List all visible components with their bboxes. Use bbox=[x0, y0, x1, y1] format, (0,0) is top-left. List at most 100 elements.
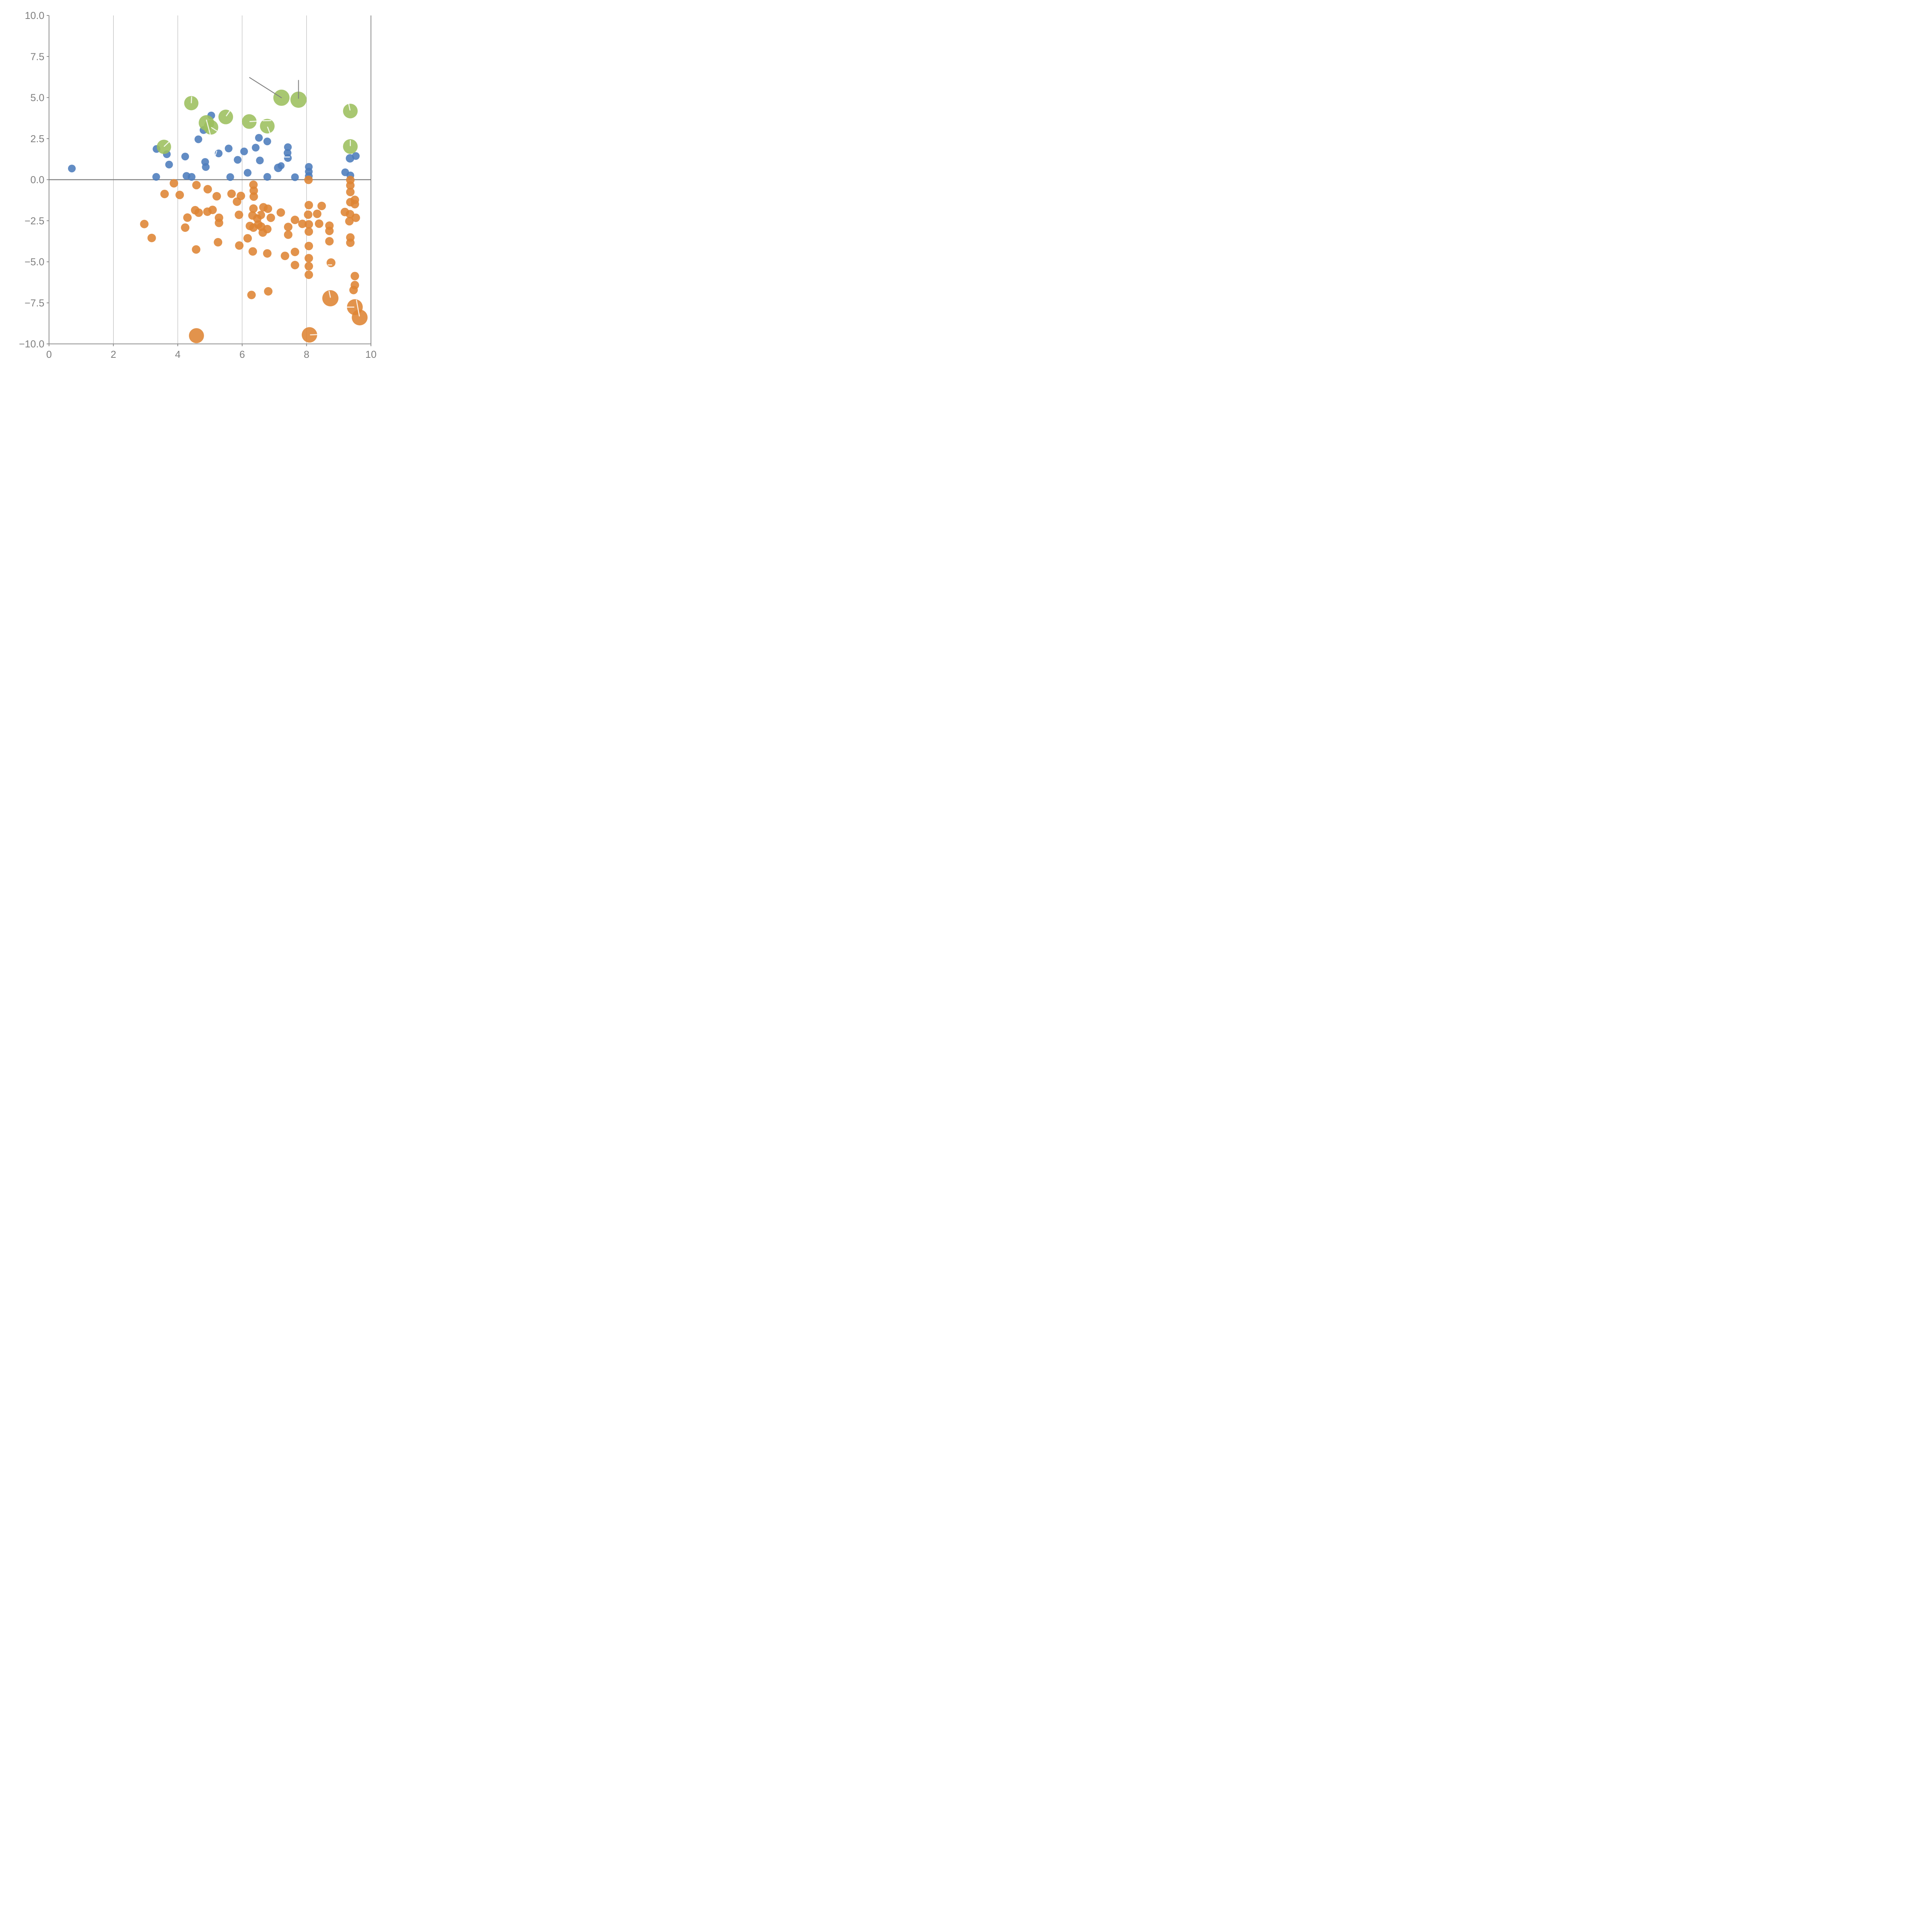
scatter-point-orange-86 bbox=[301, 327, 317, 343]
scatter-point-orange-71 bbox=[345, 217, 354, 226]
scatter-point-orange-1 bbox=[192, 181, 201, 190]
scatter-point-green-6 bbox=[260, 119, 275, 134]
scatter-point-orange-23 bbox=[214, 238, 223, 247]
scatter-point-orange-65 bbox=[325, 237, 334, 246]
scatter-point-blue-18 bbox=[255, 134, 263, 142]
scatter-point-orange-4 bbox=[203, 185, 212, 194]
scatter-point-orange-46 bbox=[304, 175, 313, 184]
scatter-point-blue-22 bbox=[263, 173, 271, 181]
scatter-point-blue-16 bbox=[240, 147, 248, 155]
scatter-point-orange-38 bbox=[264, 204, 272, 213]
scatter-point-orange-12 bbox=[140, 219, 149, 228]
scatter-point-orange-80 bbox=[349, 286, 358, 294]
y-tick-label-2.5: 2.5 bbox=[31, 133, 44, 145]
gray-segment-0 bbox=[249, 77, 282, 99]
scatter-point-orange-62 bbox=[327, 258, 336, 267]
scatter-point-orange-45 bbox=[284, 230, 293, 239]
scatter-point-orange-20 bbox=[208, 206, 217, 214]
scatter-point-orange-8 bbox=[233, 197, 242, 206]
scatter-point-orange-60 bbox=[304, 262, 313, 270]
white-mark-0 bbox=[190, 96, 192, 104]
y-tick-label-10: 10.0 bbox=[25, 10, 44, 21]
scatter-point-blue-3 bbox=[165, 160, 173, 168]
scatter-point-green-10 bbox=[343, 139, 358, 154]
white-mark-7 bbox=[267, 126, 270, 134]
white-mark-12 bbox=[356, 299, 360, 317]
scatter-point-orange-53 bbox=[317, 202, 326, 210]
y-tick-label--10: −10.0 bbox=[19, 338, 44, 350]
scatter-point-blue-13 bbox=[224, 145, 233, 153]
scatter-point-orange-18 bbox=[192, 245, 201, 254]
white-mark-10 bbox=[328, 291, 331, 298]
scatter-point-blue-5 bbox=[181, 153, 189, 161]
white-mark-3 bbox=[226, 110, 231, 116]
scatter-point-orange-67 bbox=[346, 238, 355, 247]
x-tick-label-0: 0 bbox=[46, 349, 52, 360]
scatter-point-orange-6 bbox=[227, 189, 236, 198]
scatter-point-green-3 bbox=[218, 109, 233, 124]
scatter-point-blue-23 bbox=[226, 173, 234, 181]
scatter-point-blue-26 bbox=[284, 154, 292, 162]
scatter-point-orange-44 bbox=[284, 223, 293, 231]
scatter-point-orange-52 bbox=[315, 219, 323, 228]
x-tick-label-4: 4 bbox=[175, 349, 180, 360]
scatter-point-orange-39 bbox=[257, 211, 265, 219]
scatter-point-orange-47 bbox=[304, 201, 313, 209]
scatter-point-orange-26 bbox=[249, 204, 258, 213]
white-mark-5 bbox=[249, 121, 257, 122]
scatter-point-orange-70 bbox=[351, 213, 360, 222]
scatter-point-green-2 bbox=[203, 120, 218, 135]
scatter-point-orange-57 bbox=[291, 261, 299, 269]
scatter-point-orange-58 bbox=[304, 242, 313, 250]
scatter-point-orange-11 bbox=[249, 192, 258, 201]
y-tick-label-0: 0.0 bbox=[31, 174, 44, 185]
scatter-point-green-8 bbox=[290, 92, 307, 108]
white-mark-14 bbox=[255, 212, 259, 215]
scatter-point-orange-25 bbox=[235, 241, 244, 250]
y-tick-label--2.5: −2.5 bbox=[24, 215, 44, 226]
x-tick-label-2: 2 bbox=[111, 349, 116, 360]
white-mark-1 bbox=[206, 119, 211, 135]
scatter-point-orange-14 bbox=[183, 213, 192, 222]
scatter-point-blue-36 bbox=[352, 152, 360, 160]
scatter-point-orange-81 bbox=[247, 291, 256, 299]
scatter-point-blue-20 bbox=[256, 156, 264, 165]
scatter-point-orange-33 bbox=[248, 247, 257, 256]
scatter-point-blue-9 bbox=[202, 163, 210, 171]
scatter-point-blue-17 bbox=[252, 144, 260, 152]
scatter-point-green-9 bbox=[343, 104, 358, 119]
scatter-point-orange-73 bbox=[346, 181, 355, 190]
scatter-point-orange-40 bbox=[276, 208, 285, 217]
scatter-point-orange-87 bbox=[189, 328, 204, 344]
scatter-point-blue-29 bbox=[291, 173, 299, 181]
scatter-plot-canvas: 10.0 7.5 5.0 2.5 0.0 −2.5 −5.0 −7.5 −10.00 2 4 6 8 10 bbox=[19, 10, 377, 360]
scatter-point-orange-61 bbox=[304, 270, 313, 279]
scatter-point-blue-15 bbox=[234, 156, 242, 164]
scatter-point-orange-22 bbox=[214, 218, 223, 227]
scatter-point-orange-42 bbox=[291, 216, 299, 224]
y-tick-label--7.5: −7.5 bbox=[24, 297, 44, 309]
scatter-point-orange-3 bbox=[175, 190, 184, 199]
scatter-point-orange-74 bbox=[346, 187, 355, 196]
white-mark-16 bbox=[215, 150, 218, 156]
scatter-point-blue-4 bbox=[152, 173, 160, 181]
scatter-point-orange-48 bbox=[304, 210, 313, 219]
scatter-point-blue-24 bbox=[284, 143, 292, 151]
scatter-point-blue-19 bbox=[263, 137, 271, 145]
scatter-point-orange-49 bbox=[304, 220, 313, 229]
scatter-point-blue-0 bbox=[68, 165, 76, 173]
scatter-point-orange-54 bbox=[263, 249, 272, 258]
scatter-point-orange-36 bbox=[259, 228, 267, 237]
scatter-point-orange-77 bbox=[350, 200, 359, 209]
scatter-figure: 10.0 7.5 5.0 2.5 0.0 −2.5 −5.0 −7.5 −10.0 0 2 4 6 8 10 bbox=[0, 0, 386, 386]
scatter-point-orange-5 bbox=[212, 192, 221, 201]
scatter-point-orange-24 bbox=[235, 210, 243, 219]
scatter-point-orange-2 bbox=[160, 189, 169, 198]
x-tick-label-10: 10 bbox=[366, 349, 377, 360]
y-tick-label-5: 5.0 bbox=[31, 92, 44, 104]
x-tick-label-8: 8 bbox=[304, 349, 309, 360]
scatter-point-orange-0 bbox=[170, 179, 179, 188]
scatter-point-orange-83 bbox=[322, 290, 339, 306]
scatter-point-orange-43 bbox=[298, 219, 307, 228]
scatter-point-orange-82 bbox=[264, 287, 273, 296]
